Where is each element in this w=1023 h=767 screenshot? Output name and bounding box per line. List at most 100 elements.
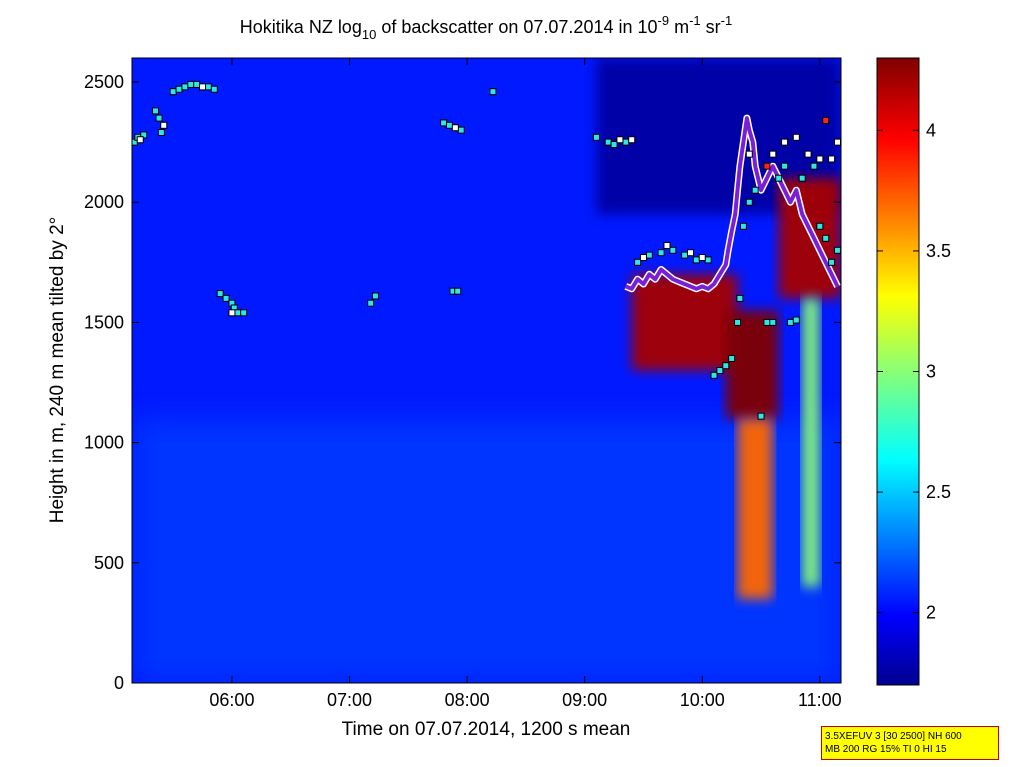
colorbar-tick-label-0: 2	[926, 603, 936, 623]
settings-info-box: 3.5XEFUV 3 [30 2500] NH 600 MB 200 RG 15…	[821, 726, 999, 760]
x-axis: 06:00 07:00 08:00 09:00 10:00 11:00	[209, 58, 842, 710]
marker-cyan-59	[833, 246, 841, 254]
marker-cyan-45	[745, 198, 753, 206]
y-tick-label-4: 2000	[84, 192, 124, 212]
x-tick-label-4: 10:00	[680, 690, 725, 710]
marker-cyan-56	[816, 222, 824, 230]
marker-cyan-35	[681, 251, 689, 259]
marker-cyan-30	[622, 138, 630, 146]
x-tick-label-0: 06:00	[209, 690, 254, 710]
y-tick-label-5: 2500	[84, 72, 124, 92]
y-tick-label-0: 0	[114, 673, 124, 693]
marker-cyan-26	[489, 88, 497, 96]
marker-white-7	[639, 254, 647, 262]
marker-cyan-47	[757, 412, 765, 420]
marker-cyan-39	[716, 367, 724, 374]
marker-cyan-29	[610, 141, 618, 149]
colorbar-tick-label-1: 2.5	[926, 482, 951, 502]
chart-title: Hokitika NZ log10 of backscatter on 07.0…	[240, 13, 732, 42]
marker-cyan-3	[152, 107, 160, 115]
marker-white-11	[745, 150, 753, 158]
marker-white-1	[160, 121, 168, 129]
marker-white-9	[686, 249, 694, 257]
marker-white-14	[792, 133, 800, 141]
marker-cyan-4	[155, 114, 163, 122]
marker-cyan-57	[822, 234, 830, 242]
marker-cyan-20	[371, 292, 379, 300]
marker-cyan-38	[710, 371, 718, 379]
marker-white-10	[698, 254, 706, 262]
marker-cyan-41	[728, 354, 736, 362]
x-tick-label-3: 09:00	[562, 690, 607, 710]
y-tick-label-3: 1500	[84, 312, 124, 332]
x-tick-label-2: 08:00	[445, 690, 490, 710]
y-tick-label-2: 1000	[84, 433, 124, 453]
heatmap-region-0	[132, 418, 841, 683]
marker-cyan-58	[828, 258, 836, 266]
marker-cyan-22	[445, 121, 453, 129]
marker-white-15	[804, 150, 812, 158]
marker-cyan-32	[645, 251, 653, 259]
marker-cyan-37	[704, 256, 712, 264]
marker-cyan-11	[204, 83, 212, 91]
heatmap	[132, 58, 841, 683]
marker-white-4	[451, 124, 459, 132]
y-axis-label: Height in m, 240 m mean tilted by 2°	[47, 217, 68, 523]
y-axis: 0 500 1000 1500 2000 2500	[84, 72, 841, 693]
marker-cyan-34	[669, 246, 677, 254]
marker-cyan-33	[657, 249, 665, 257]
marker-cyan-28	[604, 138, 612, 146]
x-tick-label-5: 11:00	[798, 690, 842, 710]
marker-cyan-7	[175, 85, 183, 93]
marker-white-12	[769, 150, 777, 158]
marker-cyan-51	[781, 162, 789, 170]
settings-line-1: 3.5XEFUV 3 [30 2500] NH 600	[825, 731, 962, 742]
marker-white-3	[228, 309, 236, 317]
marker-white-16	[816, 155, 824, 163]
marker-cyan-2	[140, 131, 148, 139]
marker-white-17	[828, 155, 836, 163]
colorbar-axis: 2 2.5 3 3.5 4	[877, 120, 951, 623]
heatmap-region-6	[802, 298, 820, 587]
marker-white-2	[199, 83, 207, 91]
marker-cyan-40	[722, 362, 730, 370]
marker-red-1	[822, 117, 830, 124]
marker-cyan-24	[454, 287, 462, 295]
cloud-base-core	[625, 116, 840, 291]
marker-cyan-44	[739, 222, 747, 230]
marker-white-8	[663, 242, 671, 249]
heatmap-region-4	[737, 418, 773, 599]
marker-cyan-42	[734, 318, 742, 326]
marker-cyan-12	[210, 85, 218, 93]
marker-cyan-6	[169, 88, 177, 96]
marker-red-0	[763, 162, 771, 170]
x-tick-label-1: 07:00	[327, 690, 372, 710]
y-tick-label-1: 500	[94, 553, 124, 573]
marker-cyan-31	[634, 258, 642, 266]
x-axis-label: Time on 07.07.2014, 1200 s mean	[342, 719, 631, 740]
marker-white-6	[628, 136, 636, 144]
marker-cyan-49	[769, 318, 777, 326]
heatmap-regions	[132, 58, 841, 683]
marker-white-5	[616, 136, 624, 144]
marker-cyan-8	[181, 83, 189, 91]
marker-white-13	[781, 138, 789, 146]
marker-cyan-55	[810, 162, 818, 170]
heatmap-region-3	[725, 310, 779, 419]
colorbar	[876, 57, 920, 686]
marker-cyan-43	[736, 294, 744, 302]
marker-cyan-46	[751, 186, 759, 194]
marker-cyan-17	[234, 309, 242, 317]
marker-white-0	[136, 136, 144, 144]
settings-line-2: MB 200 RG 15% TI 0 HI 15	[825, 744, 947, 755]
colorbar-tick-label-4: 4	[926, 120, 936, 140]
marker-cyan-25	[457, 126, 465, 134]
plot-frame	[131, 57, 842, 684]
marker-cyan-18	[240, 309, 248, 317]
colorbar-tick-label-2: 3	[926, 362, 936, 382]
marker-cyan-13	[216, 290, 224, 298]
marker-cyan-19	[367, 299, 375, 307]
marker-cyan-14	[222, 294, 230, 302]
heatmap-region-2	[631, 274, 738, 371]
